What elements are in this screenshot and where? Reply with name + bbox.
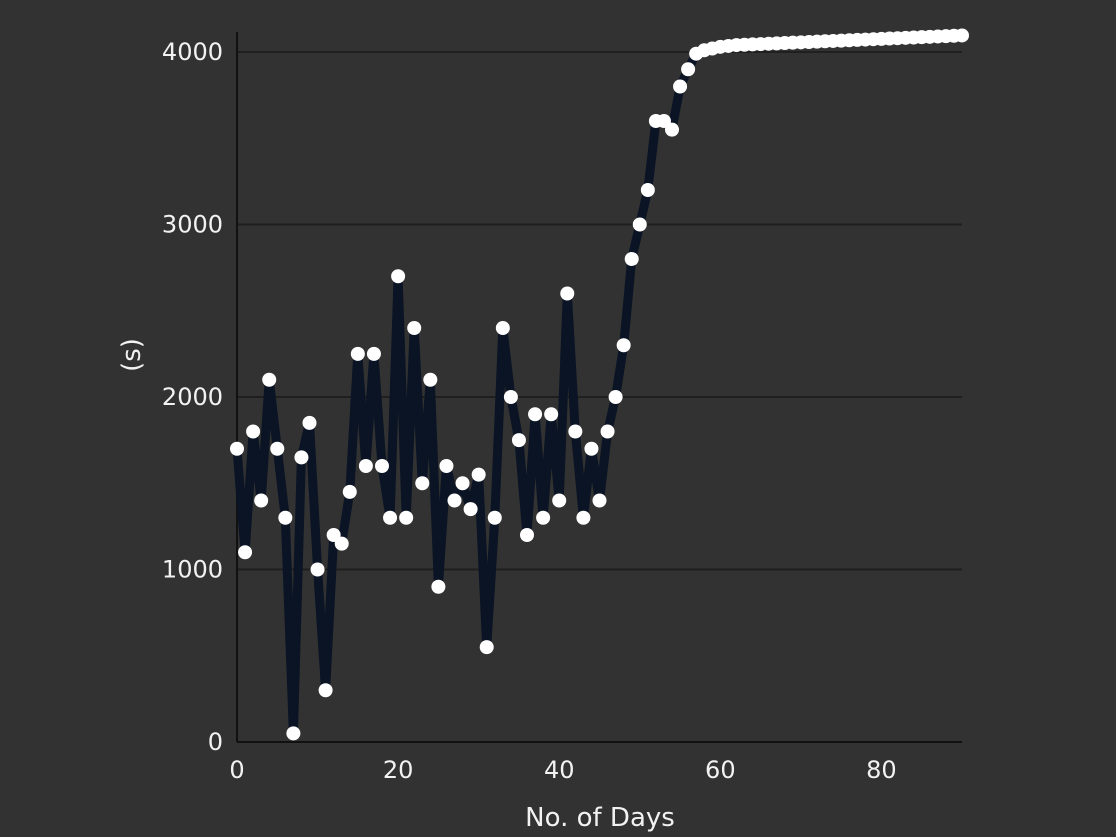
data-point — [487, 510, 502, 525]
data-point — [495, 321, 510, 335]
data-point — [270, 441, 285, 456]
data-point — [584, 441, 599, 456]
data-point — [624, 252, 639, 266]
data-point — [431, 579, 446, 594]
data-point — [955, 28, 969, 43]
data-point — [230, 441, 244, 456]
data-point — [455, 476, 470, 491]
data-point — [415, 476, 430, 491]
y-tick-label: 1000 — [162, 556, 223, 584]
data-points — [230, 28, 969, 741]
data-point — [447, 493, 462, 508]
y-tick-label: 4000 — [162, 38, 223, 66]
tick-labels: 0 1000 2000 3000 4000 0 20 40 60 80 — [162, 38, 897, 784]
data-point — [423, 372, 438, 387]
data-point — [544, 407, 559, 422]
data-point — [592, 493, 607, 508]
data-point — [350, 346, 365, 361]
y-axis-title: (s) — [117, 338, 147, 372]
data-point — [391, 269, 406, 284]
data-point — [600, 424, 615, 439]
series-line-0 — [232, 30, 967, 738]
data-point — [528, 407, 543, 422]
data-point — [238, 545, 253, 560]
data-point — [262, 372, 277, 387]
data-point — [318, 683, 333, 698]
data-point — [511, 433, 526, 448]
data-point — [520, 528, 534, 542]
data-point — [366, 346, 381, 361]
data-point — [463, 502, 478, 517]
x-tick-label: 40 — [544, 756, 575, 784]
data-point — [294, 450, 309, 465]
data-point — [334, 536, 349, 551]
data-point — [665, 122, 679, 137]
data-point — [471, 467, 486, 482]
data-point — [560, 286, 575, 301]
data-point — [503, 390, 518, 404]
series-layer — [232, 30, 967, 738]
x-tick-label: 0 — [229, 756, 244, 784]
data-point — [342, 484, 357, 499]
data-point — [673, 79, 688, 94]
y-tick-label: 3000 — [162, 211, 223, 239]
x-axis-title: No. of Days — [525, 803, 675, 833]
data-point — [576, 510, 591, 525]
data-point — [407, 321, 422, 335]
data-point — [632, 217, 647, 232]
data-point — [608, 390, 623, 404]
data-point — [681, 62, 696, 77]
x-tick-label: 80 — [866, 756, 897, 784]
data-point — [536, 510, 551, 525]
x-tick-label: 60 — [705, 756, 736, 784]
data-point — [375, 459, 389, 473]
y-tick-label: 2000 — [162, 383, 223, 411]
data-point — [246, 424, 261, 439]
data-point — [568, 424, 583, 439]
data-point — [278, 510, 293, 525]
data-point — [302, 415, 317, 430]
data-point — [640, 183, 655, 197]
data-point — [286, 726, 301, 741]
data-point — [399, 510, 414, 525]
x-tick-label: 20 — [383, 756, 414, 784]
data-point — [479, 640, 494, 655]
data-point — [254, 493, 269, 508]
data-point — [616, 338, 631, 353]
y-tick-label: 0 — [208, 728, 223, 756]
data-point — [310, 562, 325, 577]
data-point — [358, 459, 373, 473]
data-point — [439, 459, 454, 473]
data-point — [552, 493, 567, 508]
axes — [236, 32, 962, 743]
data-point — [383, 510, 398, 525]
